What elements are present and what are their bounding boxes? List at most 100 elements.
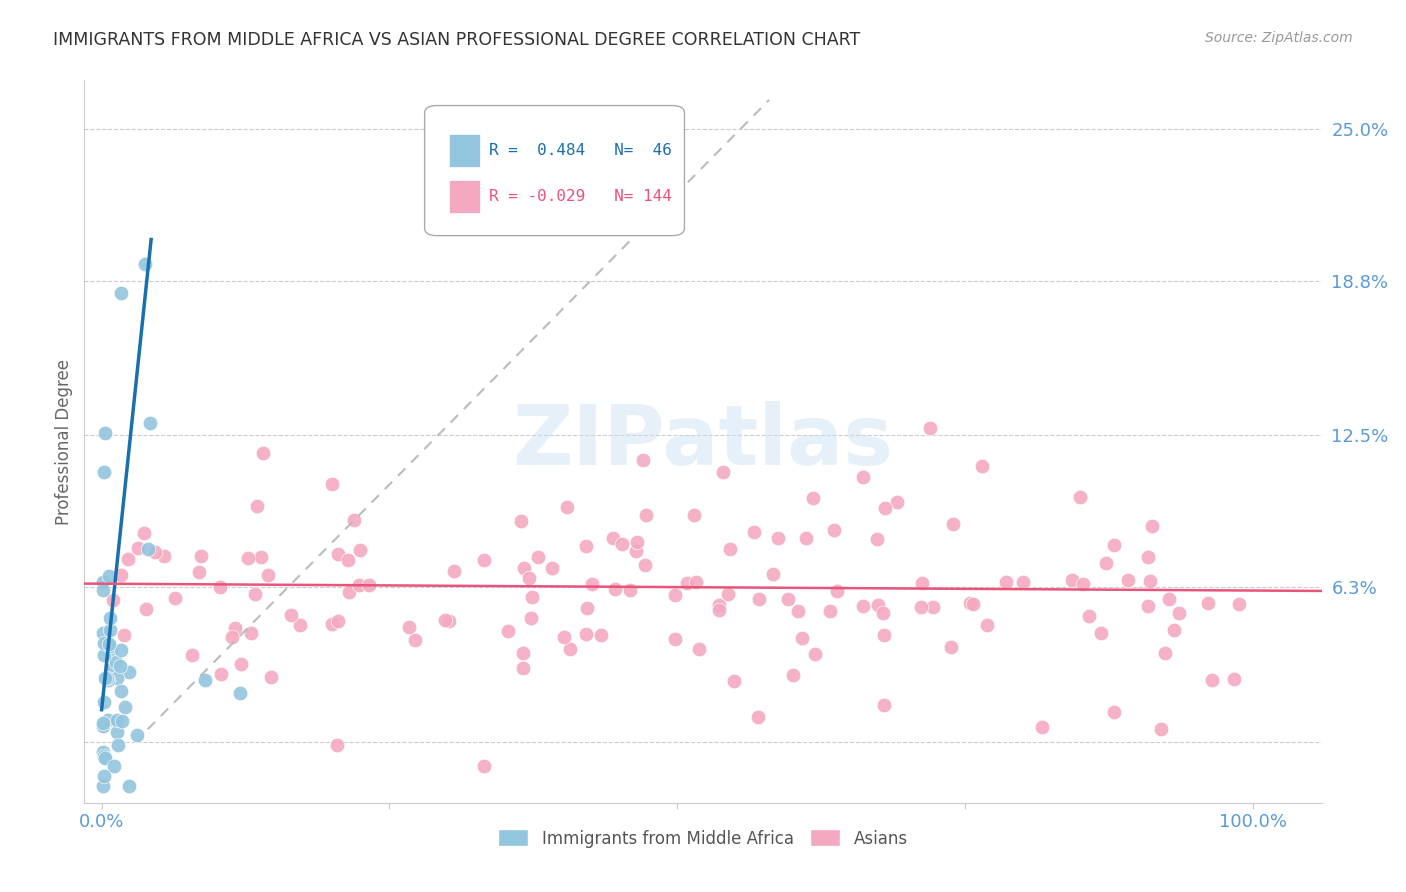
Point <box>437 614 460 628</box>
Point <box>1031 720 1053 734</box>
Point <box>575 539 598 553</box>
Point <box>107 739 129 753</box>
Y-axis label: Professional Degree: Professional Degree <box>55 359 73 524</box>
Point <box>685 574 707 589</box>
Point <box>866 532 889 546</box>
Point <box>321 616 343 631</box>
Point <box>135 601 157 615</box>
Point <box>939 640 962 654</box>
Point <box>93 648 115 662</box>
Point <box>602 531 624 545</box>
Point <box>1223 672 1246 686</box>
Point <box>610 537 633 551</box>
Point <box>93 749 115 764</box>
Legend: Immigrants from Middle Africa, Asians: Immigrants from Middle Africa, Asians <box>489 821 917 856</box>
Point <box>682 508 704 522</box>
Point <box>472 552 495 566</box>
Point <box>190 549 212 563</box>
Point <box>343 513 366 527</box>
Point <box>688 641 710 656</box>
Point <box>91 779 114 793</box>
Point <box>959 596 981 610</box>
Point <box>976 618 998 632</box>
Point <box>631 453 654 467</box>
Point <box>337 553 360 567</box>
Point <box>709 598 731 612</box>
Point <box>134 257 156 271</box>
Point <box>1153 646 1175 660</box>
Point <box>1069 490 1091 504</box>
Point <box>1078 608 1101 623</box>
Point <box>1012 574 1035 589</box>
Point <box>873 628 896 642</box>
Point <box>1137 549 1160 564</box>
Point <box>796 531 818 545</box>
Point <box>742 525 765 540</box>
Point <box>97 637 120 651</box>
Point <box>118 779 141 793</box>
Point <box>239 625 262 640</box>
Point <box>104 655 127 669</box>
Point <box>510 514 533 528</box>
Point <box>165 591 187 605</box>
Point <box>188 565 211 579</box>
Point <box>98 624 121 638</box>
Point <box>1140 519 1163 533</box>
Point <box>1168 607 1191 621</box>
Point <box>581 577 603 591</box>
Point <box>93 695 115 709</box>
Point <box>676 575 699 590</box>
Point <box>91 582 114 597</box>
Point <box>790 632 813 646</box>
Point <box>527 550 550 565</box>
Point <box>553 630 575 644</box>
Point <box>711 465 734 479</box>
Point <box>591 627 613 641</box>
Point <box>664 588 686 602</box>
Point <box>127 541 149 555</box>
Point <box>98 568 121 582</box>
Point <box>221 630 243 644</box>
Point <box>619 583 641 598</box>
Point <box>249 549 271 564</box>
Point <box>873 500 896 515</box>
Point <box>243 587 266 601</box>
Point <box>664 632 686 646</box>
Point <box>347 578 370 592</box>
Point <box>994 575 1017 590</box>
Point <box>513 561 536 575</box>
Point <box>718 542 741 557</box>
Text: ZIPatlas: ZIPatlas <box>513 401 893 482</box>
Point <box>110 567 132 582</box>
Point <box>110 683 132 698</box>
Point <box>98 611 121 625</box>
Point <box>93 465 115 479</box>
Point <box>91 719 114 733</box>
Point <box>180 648 202 662</box>
Point <box>125 727 148 741</box>
Point <box>91 716 114 731</box>
Point <box>1201 673 1223 687</box>
Point <box>517 571 540 585</box>
Point <box>94 751 117 765</box>
Text: R = -0.029   N= 144: R = -0.029 N= 144 <box>489 189 672 204</box>
Text: Source: ZipAtlas.com: Source: ZipAtlas.com <box>1205 31 1353 45</box>
Point <box>404 632 426 647</box>
Point <box>101 592 124 607</box>
Point <box>1104 538 1126 552</box>
Point <box>443 564 465 578</box>
Point <box>328 614 350 628</box>
Point <box>252 445 274 459</box>
Point <box>96 671 118 685</box>
Point <box>93 636 115 650</box>
Point <box>1116 573 1139 587</box>
Point <box>97 713 120 727</box>
Point <box>107 725 129 739</box>
Point <box>723 673 745 688</box>
Point <box>717 587 740 601</box>
Point <box>107 714 129 728</box>
Point <box>823 524 845 538</box>
Point <box>111 714 134 729</box>
Point <box>541 560 564 574</box>
Point <box>91 575 114 590</box>
